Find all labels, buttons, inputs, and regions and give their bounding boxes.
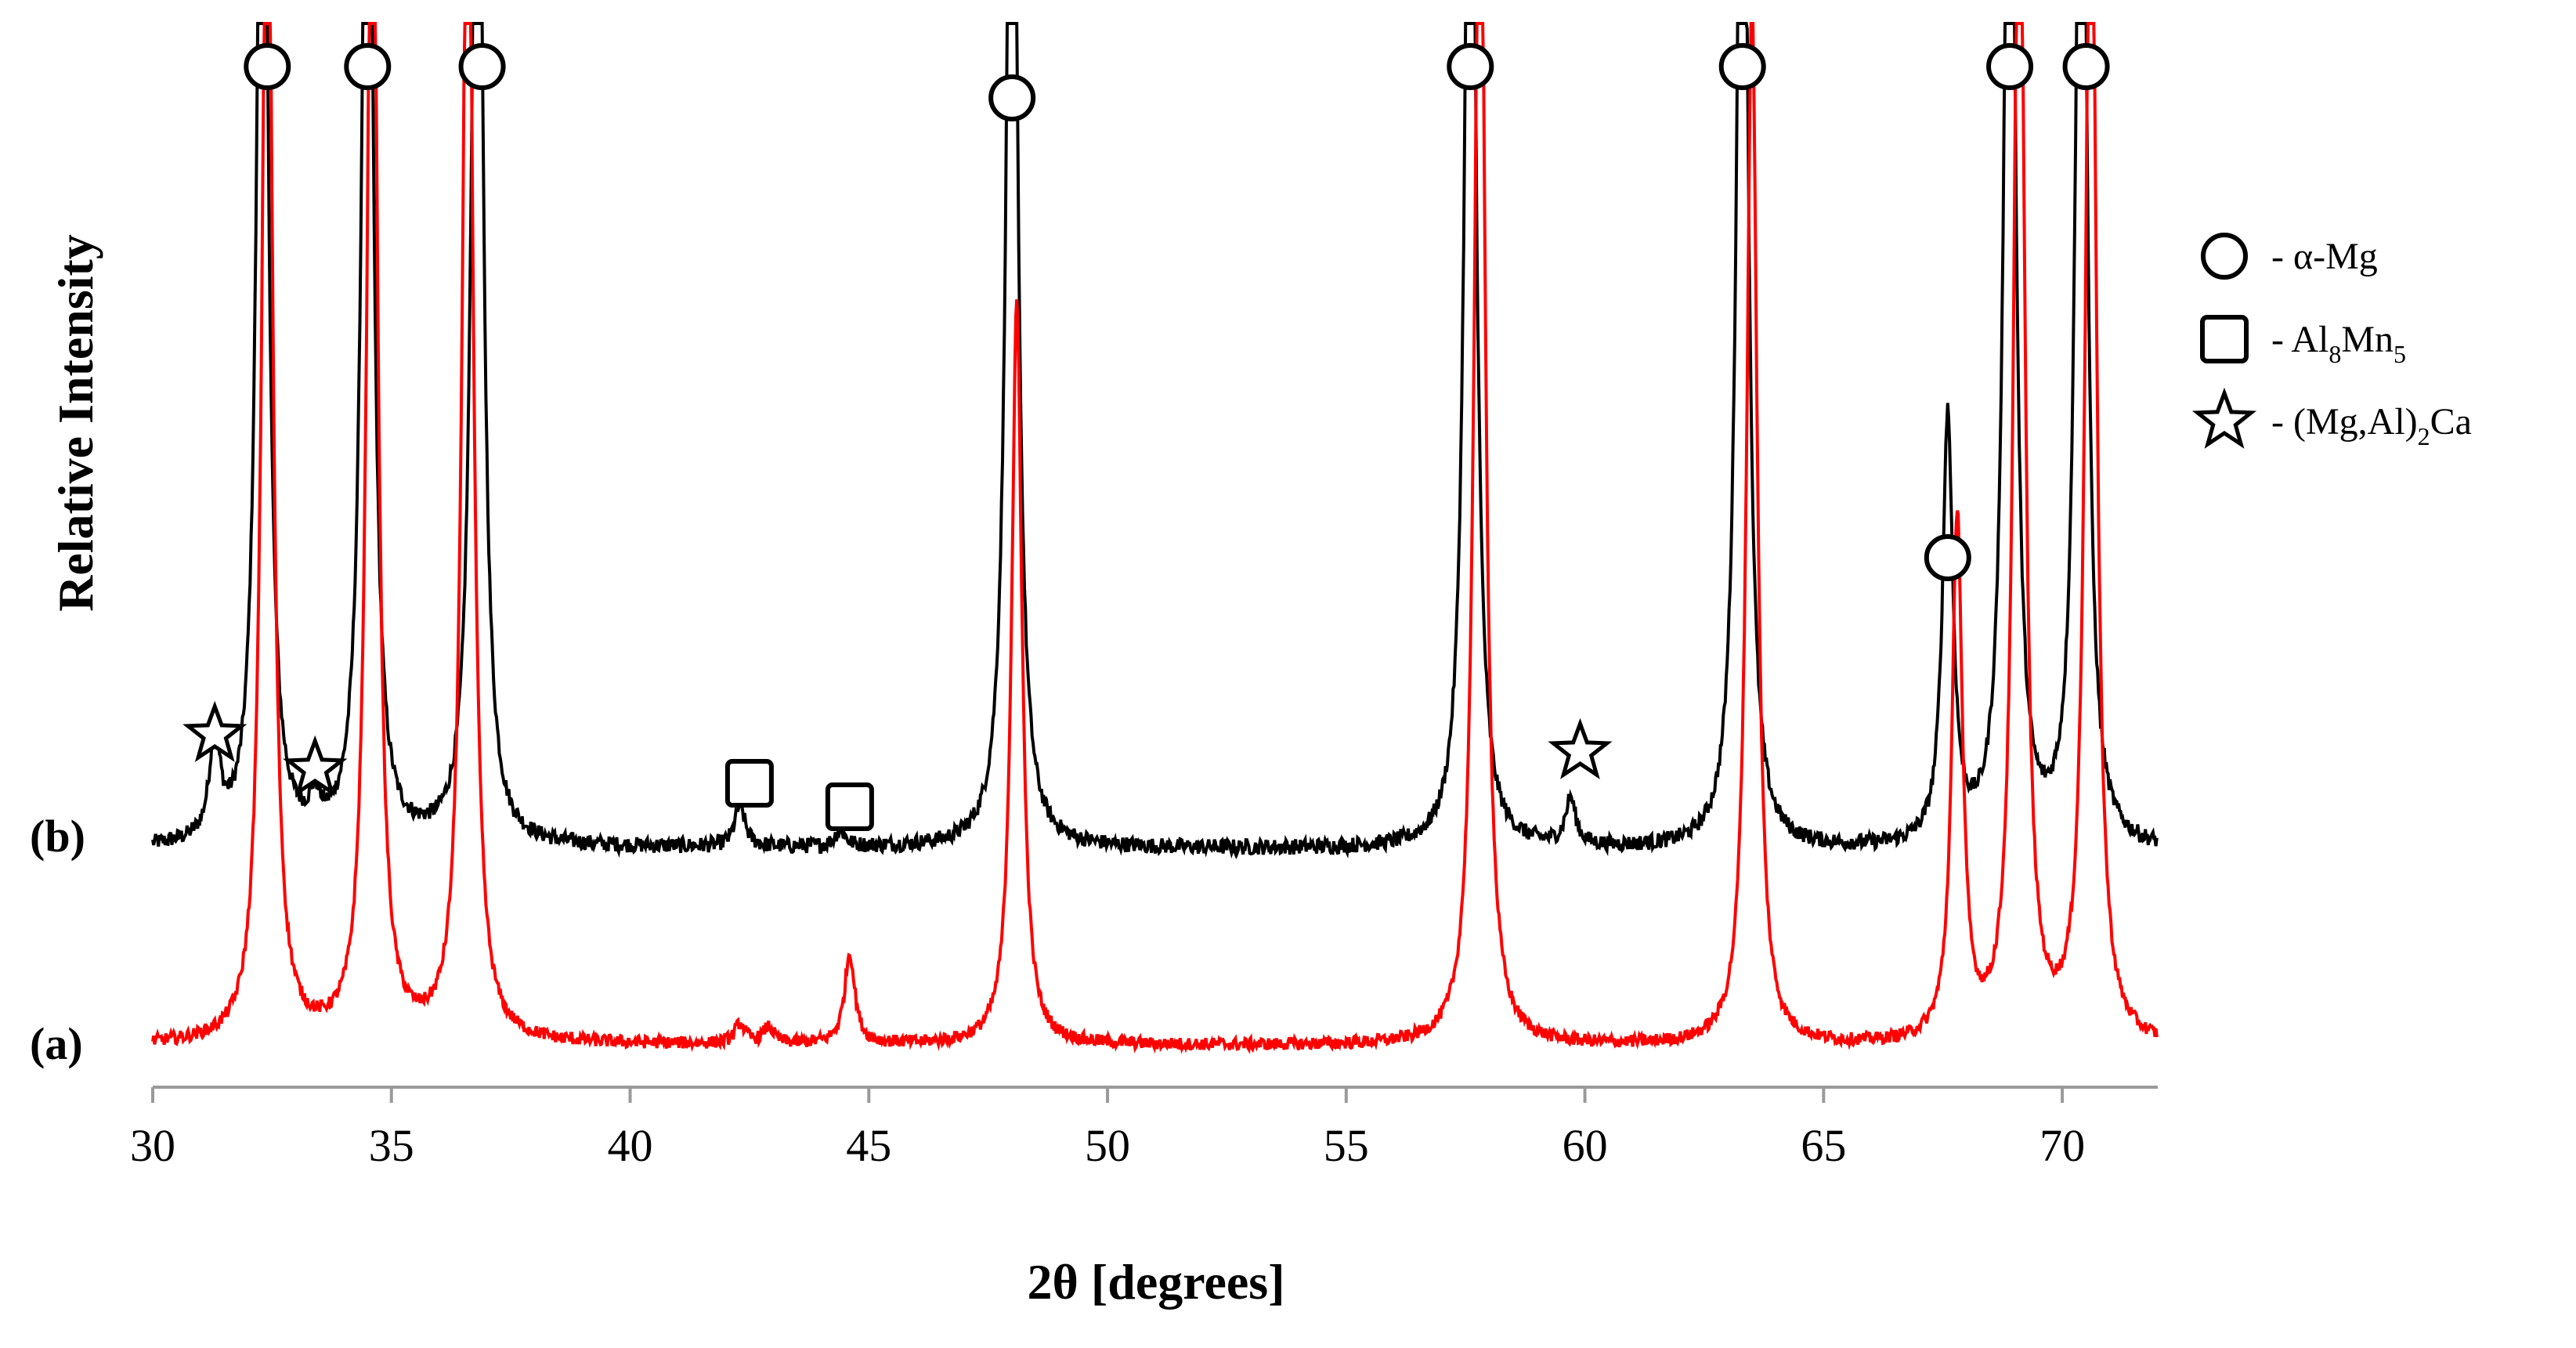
x-tick-label: 30	[130, 1120, 175, 1171]
x-tick-label: 35	[369, 1120, 414, 1171]
legend-label: - (Mg,Al)2Ca	[2271, 401, 2472, 450]
x-tick-label: 65	[1801, 1120, 1846, 1171]
legend-label: - Al8Mn5	[2271, 319, 2406, 368]
alpha-mg-marker	[458, 43, 506, 90]
x-tick-label: 40	[608, 1120, 653, 1171]
al8mn5-marker	[2200, 315, 2249, 363]
alpha-mg-marker	[988, 74, 1036, 121]
alpha-mg-marker	[1986, 43, 2034, 90]
mgal2ca-marker	[182, 700, 247, 762]
series-line-a	[151, 22, 2159, 1054]
alpha-mg-marker	[1447, 43, 1494, 90]
mgal2ca-marker	[2191, 387, 2257, 449]
al8mn5-marker	[825, 782, 874, 831]
mgal2ca-marker	[283, 735, 348, 797]
alpha-mg-marker	[2062, 43, 2110, 90]
x-axis-title: 2θ [degrees]	[1028, 1254, 1285, 1310]
legend-label: - α-Mg	[2271, 236, 2378, 277]
alpha-mg-marker	[1924, 534, 1971, 581]
legend: - α-Mg - Al8Mn5 - (Mg,Al)2Ca	[2191, 233, 2472, 450]
phase-markers	[182, 43, 2110, 831]
x-tick-label: 45	[846, 1120, 891, 1171]
curve-label-a: (a)	[30, 1018, 83, 1069]
y-axis-title: Relative Intensity	[48, 234, 103, 612]
series-line-b	[151, 22, 2159, 860]
x-tick-label: 60	[1563, 1120, 1608, 1171]
alpha-mg-marker	[1718, 43, 1766, 90]
al8mn5-marker	[724, 759, 774, 808]
x-tick-label: 50	[1085, 1120, 1130, 1171]
alpha-mg-marker	[244, 43, 291, 90]
x-tick-label: 55	[1324, 1120, 1369, 1171]
x-ticks: 30 35 40 45 50 55 60 65 70	[130, 1087, 2085, 1171]
x-tick-label: 70	[2039, 1120, 2085, 1171]
curve-label-b: (b)	[30, 811, 85, 862]
mgal2ca-marker	[1548, 717, 1613, 779]
alpha-mg-marker	[2201, 233, 2248, 280]
curves-layer	[151, 22, 2159, 1054]
alpha-mg-marker	[344, 43, 392, 90]
